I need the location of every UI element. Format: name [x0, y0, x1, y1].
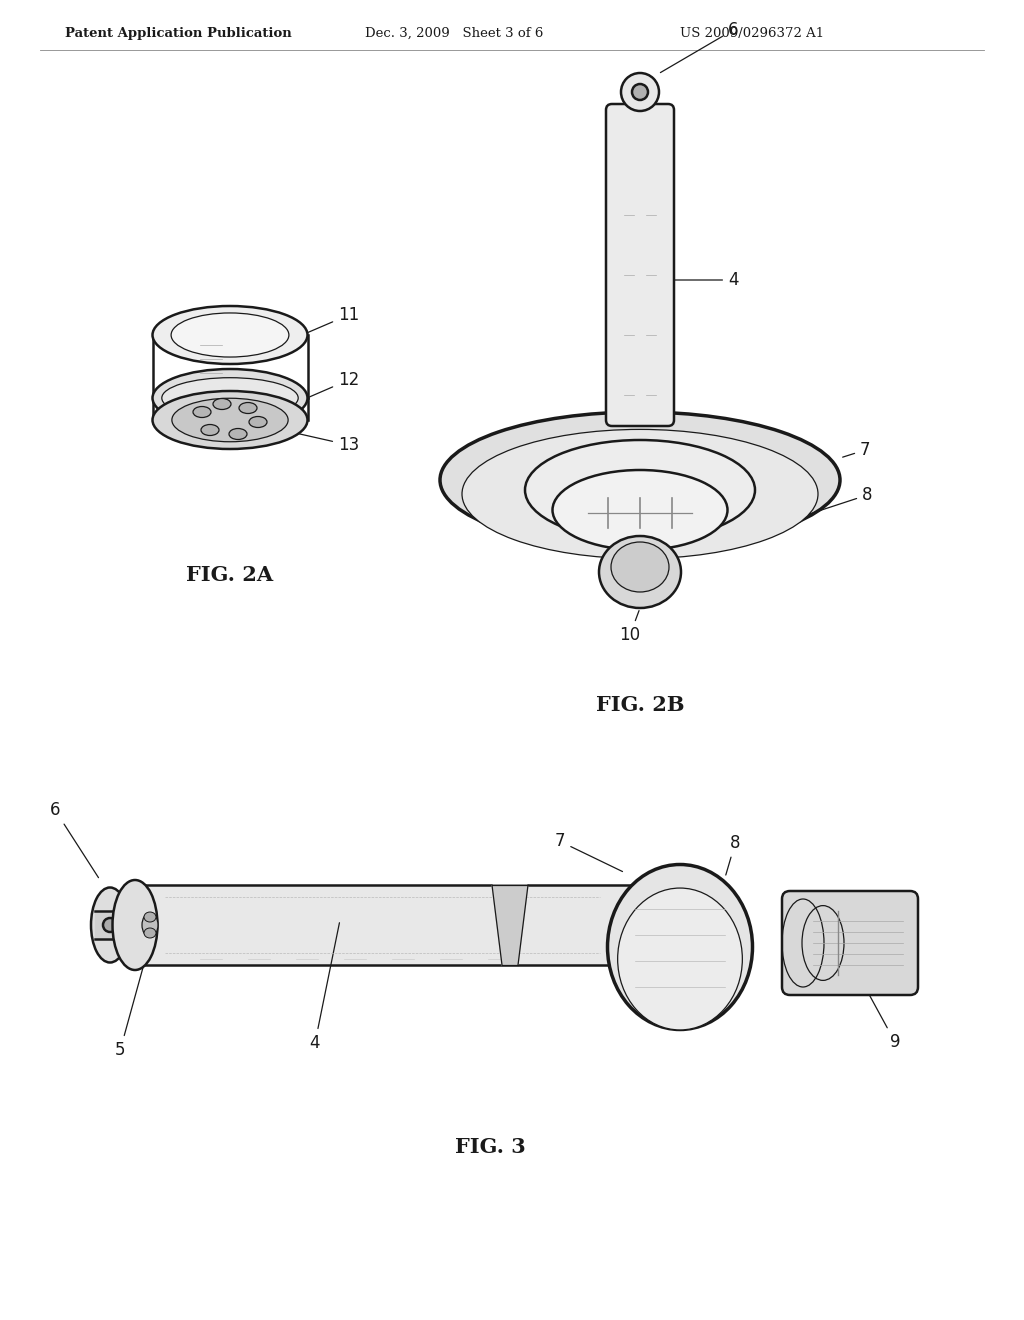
- Ellipse shape: [162, 378, 298, 418]
- Ellipse shape: [91, 887, 129, 962]
- Text: 12: 12: [309, 371, 359, 397]
- Polygon shape: [135, 884, 630, 965]
- Ellipse shape: [144, 912, 156, 921]
- Ellipse shape: [440, 412, 840, 548]
- Ellipse shape: [462, 429, 818, 558]
- Text: 6: 6: [660, 21, 738, 73]
- Text: FIG. 3: FIG. 3: [455, 1137, 525, 1158]
- Text: FIG. 2B: FIG. 2B: [596, 696, 684, 715]
- Ellipse shape: [607, 865, 753, 1030]
- Ellipse shape: [113, 880, 158, 970]
- Ellipse shape: [153, 306, 307, 364]
- Ellipse shape: [142, 913, 158, 937]
- Ellipse shape: [201, 425, 219, 436]
- Text: 10: 10: [620, 611, 641, 644]
- Text: 13: 13: [263, 425, 359, 454]
- Text: FIG. 2A: FIG. 2A: [186, 565, 273, 585]
- Ellipse shape: [229, 429, 247, 440]
- Ellipse shape: [553, 470, 727, 550]
- Text: 4: 4: [671, 271, 738, 289]
- Ellipse shape: [144, 928, 156, 939]
- Text: US 2009/0296372 A1: US 2009/0296372 A1: [680, 26, 824, 40]
- Polygon shape: [492, 884, 528, 965]
- Ellipse shape: [172, 399, 288, 442]
- Text: 5: 5: [115, 956, 146, 1059]
- Text: 4: 4: [309, 923, 339, 1052]
- Ellipse shape: [611, 543, 669, 591]
- Ellipse shape: [193, 407, 211, 417]
- Ellipse shape: [213, 399, 231, 409]
- Ellipse shape: [525, 440, 755, 540]
- Ellipse shape: [621, 73, 659, 111]
- Ellipse shape: [171, 313, 289, 356]
- Text: 7: 7: [555, 833, 623, 871]
- FancyBboxPatch shape: [606, 104, 674, 426]
- Ellipse shape: [153, 391, 307, 449]
- Text: Patent Application Publication: Patent Application Publication: [65, 26, 292, 40]
- Text: 8: 8: [787, 486, 872, 521]
- Text: 8: 8: [726, 834, 740, 875]
- Ellipse shape: [632, 84, 648, 100]
- Ellipse shape: [599, 536, 681, 609]
- Ellipse shape: [617, 888, 742, 1030]
- Text: 9: 9: [866, 990, 900, 1051]
- FancyBboxPatch shape: [782, 891, 918, 995]
- Text: 6: 6: [50, 801, 98, 878]
- Ellipse shape: [239, 403, 257, 413]
- Ellipse shape: [103, 917, 117, 932]
- Text: 11: 11: [298, 306, 359, 337]
- Text: Dec. 3, 2009   Sheet 3 of 6: Dec. 3, 2009 Sheet 3 of 6: [365, 26, 544, 40]
- Polygon shape: [95, 911, 125, 939]
- Ellipse shape: [153, 370, 307, 426]
- Ellipse shape: [249, 417, 267, 428]
- Text: 7: 7: [843, 441, 870, 459]
